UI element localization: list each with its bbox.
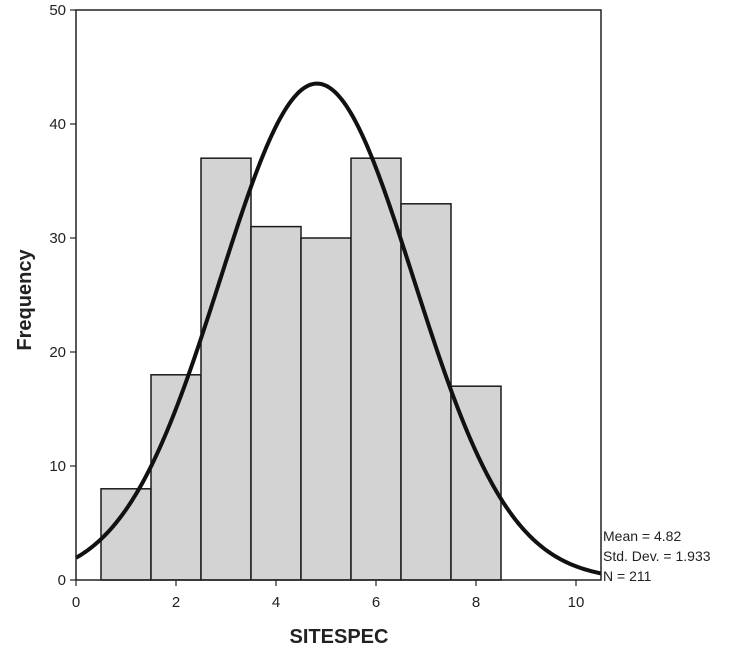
stats-std-dev: Std. Dev. = 1.933: [603, 548, 711, 564]
histogram-bar-4: [250, 225, 302, 581]
histogram-bar-3: [200, 157, 252, 581]
x-tick-label: 8: [472, 594, 480, 611]
stats-mean: Mean = 4.82: [603, 528, 681, 544]
y-axis-title: Frequency: [14, 249, 36, 351]
histogram-bar-6: [350, 157, 402, 581]
histogram-bars: [100, 157, 502, 581]
x-tick-label: 0: [72, 594, 80, 611]
y-tick-label: 20: [49, 344, 66, 361]
y-tick-label: 40: [49, 116, 66, 133]
histogram-bar-1: [100, 488, 152, 581]
x-axis-title: SITESPEC: [290, 626, 389, 648]
x-tick-label: 6: [372, 594, 380, 611]
x-tick-label: 10: [568, 594, 585, 611]
y-tick-label: 0: [58, 572, 66, 589]
x-axis-ticks: 0 2 4 6 8 10: [72, 580, 585, 611]
y-axis-ticks: 0 10 20 30 40 50: [49, 2, 76, 589]
histogram-bar-5: [300, 237, 352, 581]
y-tick-label: 30: [49, 230, 66, 247]
x-tick-label: 4: [272, 594, 280, 611]
normal-curve: [74, 81, 602, 576]
x-tick-label: 2: [172, 594, 180, 611]
y-tick-label: 50: [49, 2, 66, 19]
y-tick-label: 10: [49, 458, 66, 475]
stats-n: N = 211: [603, 568, 652, 584]
plot-frame: [75, 9, 602, 581]
